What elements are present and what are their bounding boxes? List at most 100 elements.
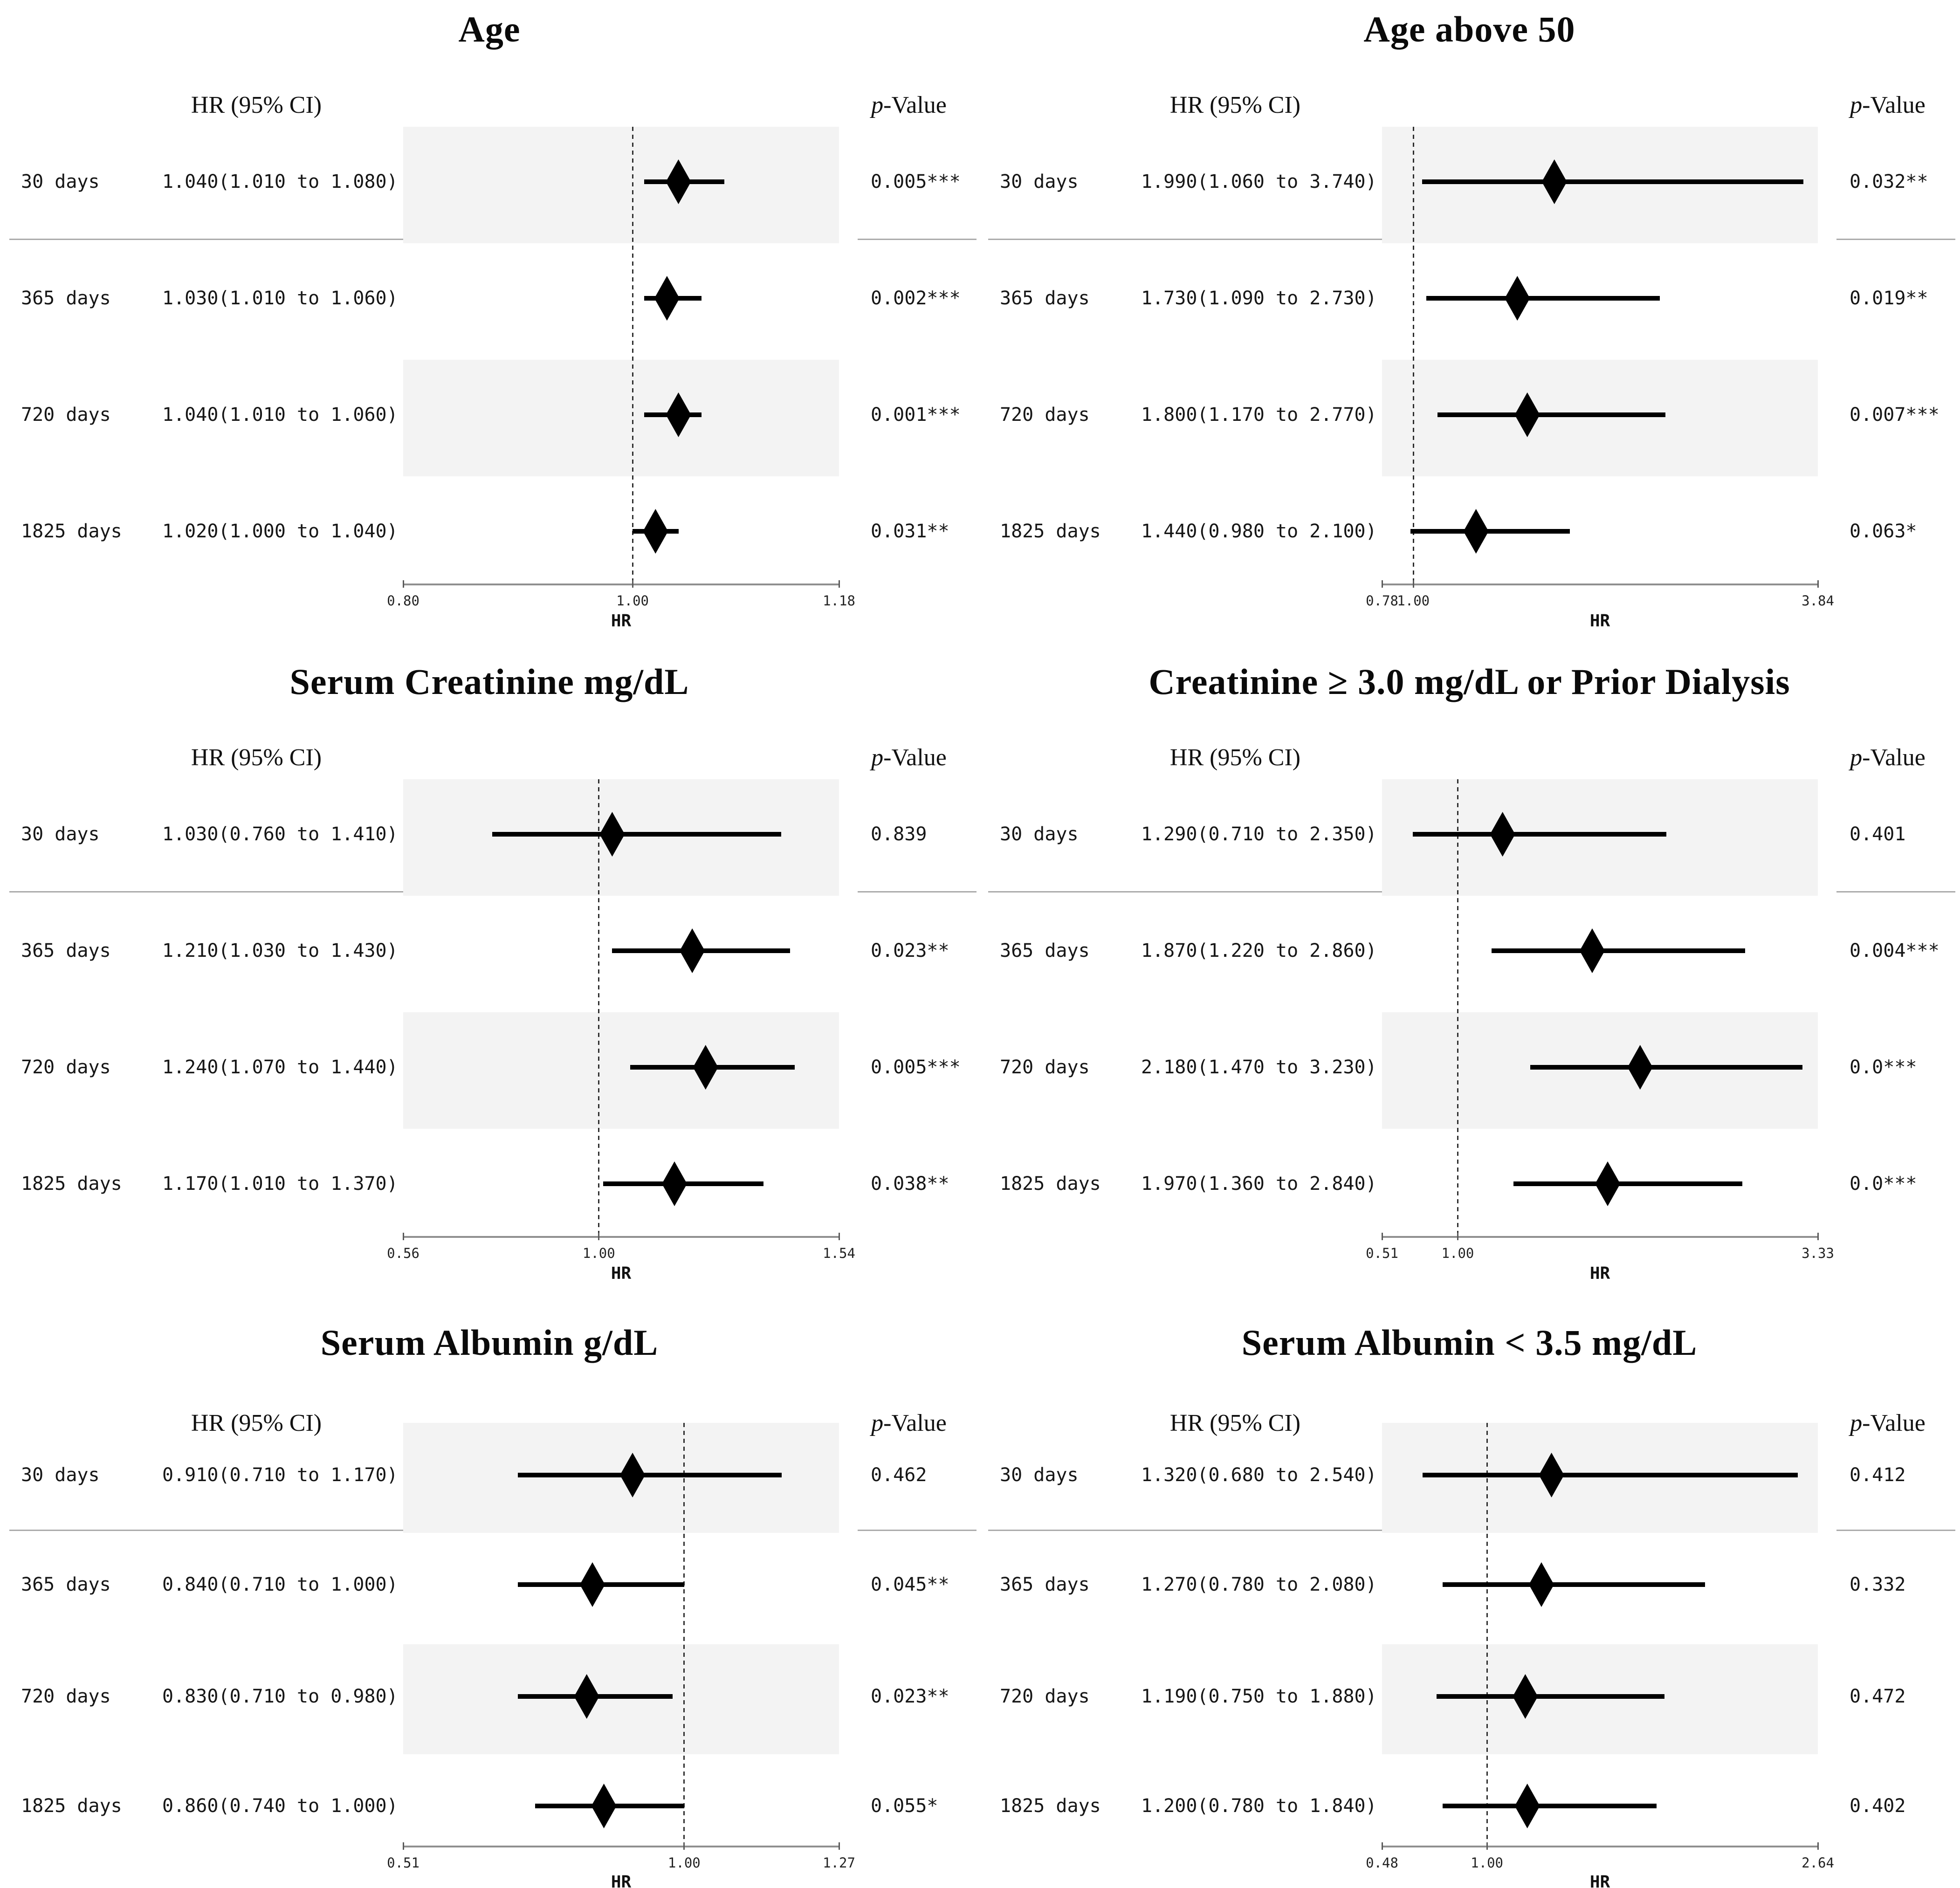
hr-ci-column-header: HR (95% CI) bbox=[191, 92, 322, 118]
row-hr-ci-text: 1.200(0.780 to 1.840) bbox=[1141, 1795, 1377, 1817]
row-time-label: 720 days bbox=[1000, 1057, 1090, 1078]
row-time-label: 1825 days bbox=[21, 1795, 122, 1817]
x-axis-tick bbox=[1817, 580, 1819, 588]
row-shaded-band bbox=[403, 1012, 839, 1129]
x-axis-line bbox=[403, 1846, 839, 1847]
x-axis-tick-label: 1.00 bbox=[1397, 593, 1430, 609]
row-time-label: 365 days bbox=[1000, 288, 1090, 309]
hr-point-diamond bbox=[579, 1562, 605, 1607]
row-hr-ci-text: 0.840(0.710 to 1.000) bbox=[162, 1574, 398, 1595]
hr-point-diamond bbox=[1514, 1784, 1540, 1828]
x-axis-tick-label: 1.00 bbox=[582, 1245, 615, 1261]
confidence-interval-line bbox=[1437, 412, 1666, 417]
x-axis-tick bbox=[632, 580, 633, 588]
panel-title: Serum Creatinine mg/dL bbox=[289, 661, 689, 702]
row-hr-ci-text: 0.910(0.710 to 1.170) bbox=[162, 1464, 398, 1486]
confidence-interval-line bbox=[1410, 529, 1570, 534]
p-value-column-header: p-Value bbox=[871, 92, 947, 118]
x-axis-line bbox=[403, 584, 839, 585]
reference-line bbox=[1486, 1423, 1488, 1846]
row-shaded-band bbox=[1382, 1012, 1818, 1129]
row-hr-ci-text: 0.860(0.740 to 1.000) bbox=[162, 1795, 398, 1817]
x-axis-tick bbox=[1817, 1842, 1819, 1850]
x-axis-title: HR bbox=[611, 1873, 632, 1888]
x-axis-tick-label: 3.33 bbox=[1802, 1245, 1834, 1261]
x-axis-line bbox=[403, 1236, 839, 1238]
row-time-label: 720 days bbox=[1000, 404, 1090, 426]
x-axis-tick bbox=[683, 1842, 685, 1850]
row-p-value: 0.001*** bbox=[871, 404, 961, 426]
row-p-value: 0.839 bbox=[871, 824, 927, 845]
divider-line-right bbox=[858, 891, 977, 893]
hr-point-diamond bbox=[643, 509, 668, 554]
x-axis-tick bbox=[402, 1842, 404, 1850]
x-axis-line bbox=[1382, 1236, 1818, 1238]
row-hr-ci-text: 1.990(1.060 to 3.740) bbox=[1141, 171, 1377, 192]
confidence-interval-line bbox=[1442, 1804, 1657, 1808]
row-hr-ci-text: 2.180(1.470 to 3.230) bbox=[1141, 1057, 1377, 1078]
row-hr-ci-text: 1.800(1.170 to 2.770) bbox=[1141, 404, 1377, 426]
reference-line bbox=[1412, 127, 1414, 584]
x-axis-tick-label: 1.00 bbox=[1441, 1245, 1474, 1261]
hr-point-diamond bbox=[661, 1161, 687, 1206]
row-p-value: 0.038** bbox=[871, 1173, 949, 1195]
row-shaded-band bbox=[403, 1423, 839, 1533]
reference-line bbox=[632, 127, 633, 584]
row-p-value: 0.023** bbox=[871, 1686, 949, 1707]
confidence-interval-line bbox=[492, 832, 781, 837]
x-axis-line bbox=[1382, 584, 1818, 585]
confidence-interval-line bbox=[1513, 1181, 1742, 1186]
panel-serum-creatinine-mg-dl: Serum Creatinine mg/dL HR (95% CI) p-Value… bbox=[0, 652, 979, 1305]
panel-serum-albumin-3-5-mg-dl: Serum Albumin < 3.5 mg/dL HR (95% CI) p-Va… bbox=[979, 1305, 1960, 1888]
hr-ci-column-header: HR (95% CI) bbox=[191, 1410, 322, 1436]
x-axis-title: HR bbox=[1589, 1873, 1610, 1888]
row-p-value: 0.023** bbox=[871, 940, 949, 961]
confidence-interval-line bbox=[1426, 296, 1660, 301]
row-hr-ci-text: 1.040(1.010 to 1.060) bbox=[162, 404, 398, 426]
reference-line bbox=[1457, 779, 1458, 1236]
confidence-interval-line bbox=[1492, 948, 1746, 953]
panel-title: Serum Albumin < 3.5 mg/dL bbox=[1241, 1322, 1698, 1363]
hr-point-diamond bbox=[1528, 1562, 1554, 1607]
p-value-column-header: p-Value bbox=[1850, 744, 1926, 771]
divider-line-right bbox=[858, 239, 977, 240]
row-p-value: 0.0*** bbox=[1850, 1057, 1917, 1078]
row-p-value: 0.005*** bbox=[871, 171, 961, 192]
panel-creatinine-3-0-mg-dl-or-prior-dialysis: Creatinine ≥ 3.0 mg/dL or Prior Dialysis… bbox=[979, 652, 1960, 1305]
panel-title: Age above 50 bbox=[1363, 9, 1575, 49]
row-hr-ci-text: 1.440(0.980 to 2.100) bbox=[1141, 521, 1377, 542]
hr-point-diamond bbox=[1579, 928, 1605, 973]
row-hr-ci-text: 1.020(1.000 to 1.040) bbox=[162, 521, 398, 542]
panel-title: Age bbox=[458, 9, 521, 49]
x-axis-line bbox=[1382, 1846, 1818, 1847]
p-value-column-header: p-Value bbox=[1850, 92, 1926, 118]
x-axis-tick-label: 3.84 bbox=[1802, 593, 1834, 609]
divider-line-right bbox=[1836, 1530, 1955, 1531]
panel-serum-albumin-g-dl: Serum Albumin g/dL HR (95% CI) p-Value 30 d… bbox=[0, 1305, 979, 1888]
x-axis-tick bbox=[1381, 580, 1383, 588]
x-axis-tick bbox=[1381, 1842, 1383, 1850]
hr-ci-column-header: HR (95% CI) bbox=[191, 744, 322, 771]
hr-point-diamond bbox=[1505, 276, 1530, 321]
hr-ci-column-header: HR (95% CI) bbox=[1169, 744, 1301, 771]
divider-line-left bbox=[988, 239, 1382, 240]
row-p-value: 0.332 bbox=[1850, 1574, 1906, 1595]
x-axis-tick-label: 0.51 bbox=[1366, 1245, 1398, 1261]
confidence-interval-line bbox=[1422, 1473, 1798, 1477]
reference-line bbox=[598, 779, 600, 1236]
x-axis-tick-label: 0.56 bbox=[387, 1245, 420, 1261]
row-hr-ci-text: 1.970(1.360 to 2.840) bbox=[1141, 1173, 1377, 1195]
panel-age: Age HR (95% CI) p-Value 30 days 1.040(1.010 … bbox=[0, 0, 979, 652]
row-time-label: 720 days bbox=[1000, 1686, 1090, 1707]
row-hr-ci-text: 1.240(1.070 to 1.440) bbox=[162, 1057, 398, 1078]
row-p-value: 0.063* bbox=[1850, 521, 1917, 542]
x-axis-tick-label: 0.80 bbox=[387, 593, 420, 609]
row-p-value: 0.032** bbox=[1850, 171, 1928, 192]
p-value-column-header: p-Value bbox=[1850, 1410, 1926, 1436]
row-p-value: 0.031** bbox=[871, 521, 949, 542]
row-time-label: 1825 days bbox=[1000, 521, 1101, 542]
x-axis-tick bbox=[598, 1233, 600, 1240]
divider-line-left bbox=[9, 239, 403, 240]
row-p-value: 0.402 bbox=[1850, 1795, 1906, 1817]
panel-title: Serum Albumin g/dL bbox=[320, 1322, 659, 1363]
